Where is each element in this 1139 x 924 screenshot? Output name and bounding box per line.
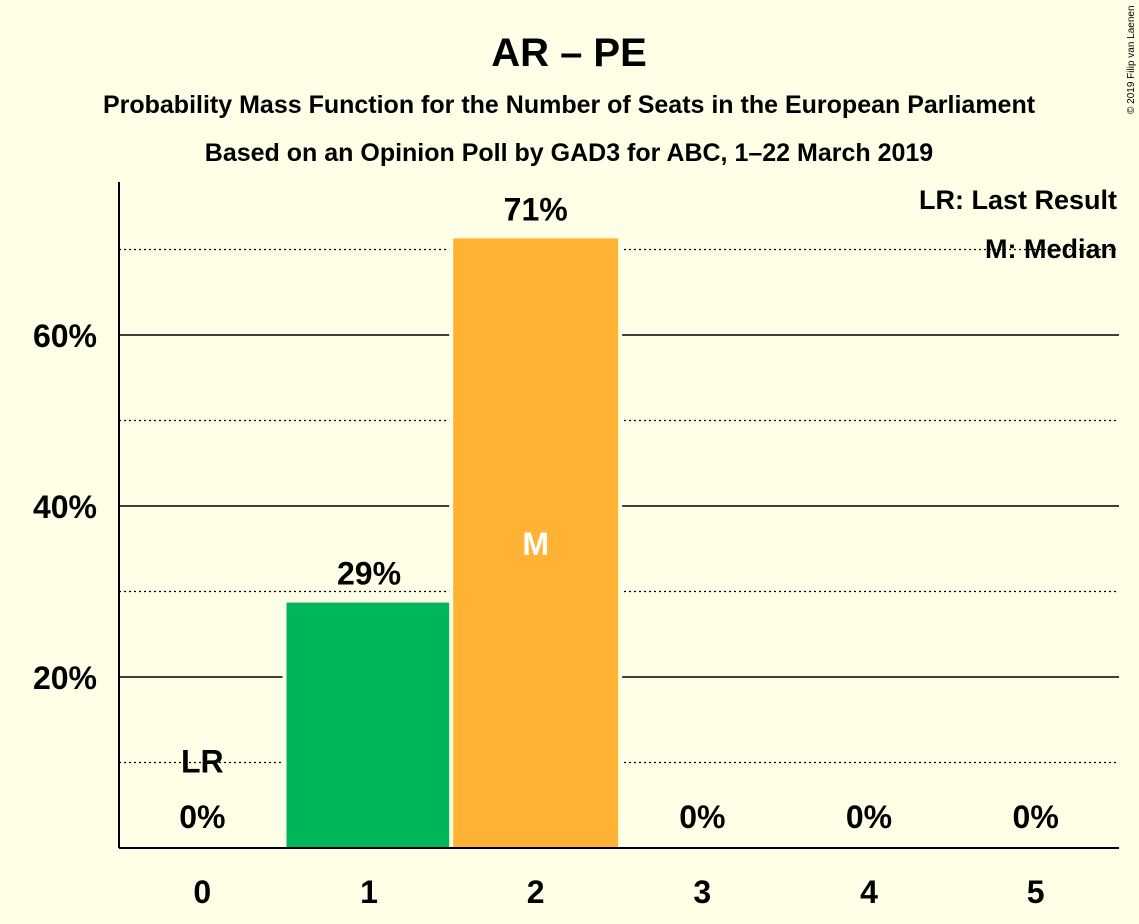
bar-value-label: 0% [846, 799, 892, 835]
bars [282, 235, 623, 848]
legend-median: M: Median [985, 234, 1117, 264]
last-result-marker: LR [181, 744, 224, 780]
bar-value-label: 0% [1013, 799, 1059, 835]
x-tick-label: 5 [1027, 874, 1045, 910]
bar [286, 602, 452, 848]
y-tick-label: 40% [33, 489, 97, 525]
copyright-note: © 2019 Filip van Laenen [1126, 5, 1137, 114]
bar-value-label: 0% [179, 799, 225, 835]
legend-last-result: LR: Last Result [919, 185, 1117, 215]
chart-title: AR – PE [491, 31, 647, 75]
value-labels: 0% 0 29% 1 71% 2 0% 3 0% 4 0% 5 M LR [179, 191, 1059, 910]
x-tick-label: 2 [527, 874, 545, 910]
chart-subtitle-2: Based on an Opinion Poll by GAD3 for ABC… [205, 139, 933, 167]
median-marker: M [522, 526, 549, 562]
x-tick-label: 4 [860, 874, 878, 910]
axes [118, 182, 1119, 849]
bar-value-label: 71% [504, 191, 568, 227]
bar-value-label: 29% [337, 556, 401, 592]
chart-subtitle-1: Probability Mass Function for the Number… [103, 91, 1036, 119]
x-tick-label: 0 [193, 874, 211, 910]
x-tick-label: 3 [693, 874, 711, 910]
y-tick-label: 20% [33, 660, 97, 696]
y-tick-label: 60% [33, 318, 97, 354]
bar-value-label: 0% [679, 799, 725, 835]
x-tick-label: 1 [360, 874, 378, 910]
bar [453, 238, 619, 848]
